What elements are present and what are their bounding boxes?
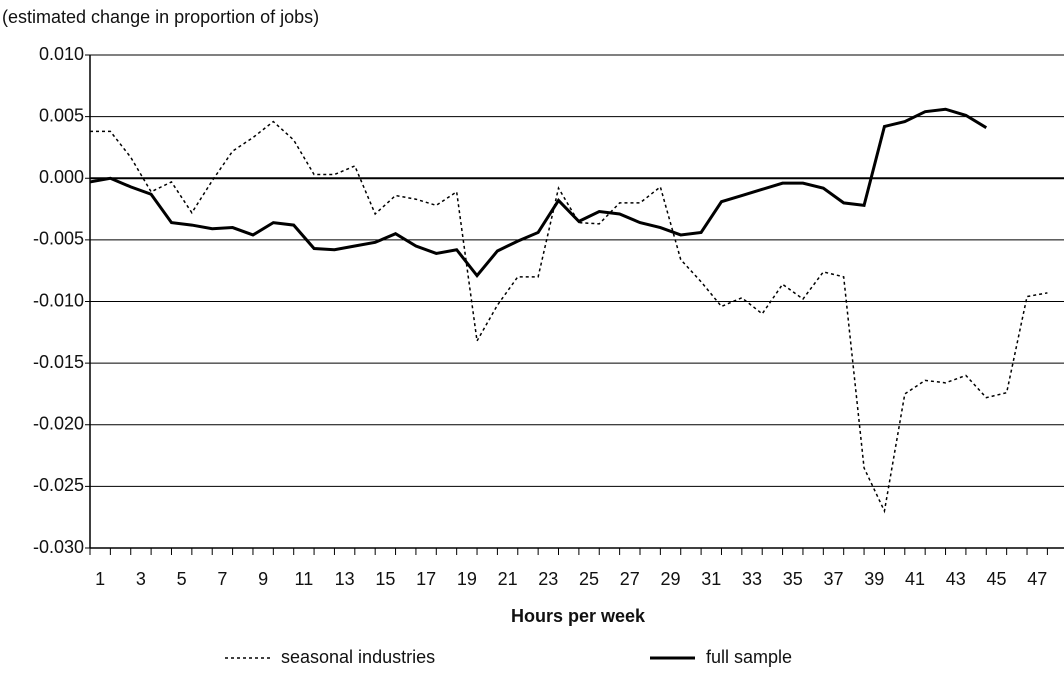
legend-label: seasonal industries bbox=[281, 647, 435, 667]
x-tick-label: 25 bbox=[579, 569, 599, 589]
y-axis-title: (estimated change in proportion of jobs) bbox=[2, 7, 319, 27]
x-tick-label: 33 bbox=[742, 569, 762, 589]
series-line bbox=[90, 120, 1048, 514]
x-tick-label: 9 bbox=[258, 569, 268, 589]
x-tick-label: 29 bbox=[661, 569, 681, 589]
series-line bbox=[89, 107, 988, 279]
x-tick-label: 3 bbox=[136, 569, 146, 589]
x-tick-label: 17 bbox=[416, 569, 436, 589]
x-tick-label: 39 bbox=[864, 569, 884, 589]
y-tick-label: -0.010 bbox=[33, 290, 84, 310]
x-tick-label: 19 bbox=[457, 569, 477, 589]
y-tick-label: -0.030 bbox=[33, 537, 84, 557]
x-tick-label: 15 bbox=[375, 569, 395, 589]
x-tick-label: 45 bbox=[986, 569, 1006, 589]
x-tick-label: 13 bbox=[335, 569, 355, 589]
x-tick-label: 31 bbox=[701, 569, 721, 589]
x-tick-label: 21 bbox=[498, 569, 518, 589]
x-tick-label: 11 bbox=[295, 569, 314, 589]
y-tick-label: -0.015 bbox=[33, 352, 84, 372]
y-tick-label: 0.005 bbox=[39, 105, 84, 125]
x-tick-label: 23 bbox=[538, 569, 558, 589]
x-tick-label: 27 bbox=[620, 569, 640, 589]
x-axis-title: Hours per week bbox=[511, 606, 646, 626]
legend-label: full sample bbox=[706, 647, 792, 667]
y-tick-label: -0.005 bbox=[33, 229, 84, 249]
x-tick-label: 41 bbox=[905, 569, 925, 589]
y-tick-label: 0.010 bbox=[39, 44, 84, 64]
y-tick-label: -0.020 bbox=[33, 414, 84, 434]
x-tick-label: 47 bbox=[1027, 569, 1047, 589]
x-tick-label: 5 bbox=[177, 569, 187, 589]
x-tick-label: 7 bbox=[217, 569, 227, 589]
y-tick-label: 0.000 bbox=[39, 167, 84, 187]
x-tick-label: 43 bbox=[946, 569, 966, 589]
y-tick-label: -0.025 bbox=[33, 475, 84, 495]
x-tick-label: 35 bbox=[783, 569, 803, 589]
x-tick-label: 1 bbox=[95, 569, 105, 589]
x-tick-label: 37 bbox=[823, 569, 843, 589]
